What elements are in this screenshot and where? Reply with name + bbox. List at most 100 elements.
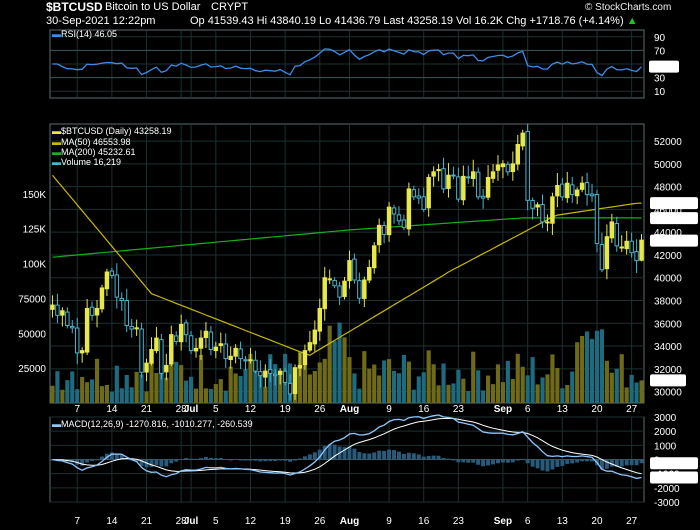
- candle-body: [144, 362, 149, 373]
- volume-bar: [525, 375, 530, 403]
- candle-body: [342, 280, 347, 297]
- candle-body: [431, 171, 436, 177]
- candle-body: [134, 327, 139, 330]
- candle-body: [228, 355, 233, 361]
- macd-histogram-bar: [555, 459, 560, 467]
- volume-bar: [451, 383, 456, 403]
- candle-body: [411, 189, 417, 198]
- macd-histogram-bar: [471, 459, 476, 463]
- macd-histogram-bar: [154, 459, 159, 466]
- macd-histogram-bar: [184, 458, 189, 460]
- volume-bar: [75, 389, 80, 403]
- macd-histogram-bar: [396, 451, 401, 460]
- volume-bar: [55, 371, 60, 403]
- candle-body: [268, 369, 273, 374]
- candle-body: [560, 183, 565, 198]
- candle-body: [525, 130, 530, 201]
- candle-body: [406, 188, 412, 230]
- change-up-icon: ▲: [626, 15, 638, 27]
- volume-bar: [520, 366, 525, 403]
- candle-body: [218, 343, 224, 347]
- candle-body: [84, 307, 90, 353]
- x-tick-label-bottom: 5: [213, 516, 219, 527]
- macd-histogram-bar: [114, 453, 119, 460]
- volume-bar: [114, 365, 119, 403]
- volume-bar: [312, 371, 317, 403]
- volume-bar: [476, 370, 481, 403]
- volume-bar: [154, 372, 159, 403]
- macd-histogram-bar: [401, 453, 406, 460]
- macd-histogram-bar: [243, 459, 248, 461]
- candle-body: [223, 343, 228, 360]
- candle-body: [99, 287, 105, 310]
- x-tick-label-top: 20: [591, 404, 603, 415]
- candle-body: [139, 328, 144, 373]
- macd-histogram-bar: [248, 459, 253, 461]
- macd-last-tag: [650, 471, 698, 484]
- macd-histogram-bar: [218, 457, 223, 460]
- macd-hist-last-label: -260.539: [652, 459, 692, 470]
- volume-bar: [436, 385, 441, 403]
- volume-bar: [322, 358, 327, 403]
- macd-histogram-bar: [456, 459, 461, 463]
- macd-histogram-bar: [525, 459, 530, 464]
- volume-bar: [500, 382, 506, 403]
- x-tick-label-top: Sep: [494, 404, 512, 415]
- volume-bar: [609, 372, 614, 403]
- watermark[interactable]: © StockCharts.com: [585, 2, 672, 13]
- candle-body: [614, 223, 620, 247]
- macd-histogram-bar: [560, 459, 565, 466]
- price-y-tick-label: 38000: [654, 297, 682, 308]
- macd-histogram-bar: [95, 459, 100, 461]
- volume-bar: [589, 338, 595, 403]
- macd-histogram-bar: [208, 457, 213, 460]
- volume-bar: [515, 353, 520, 403]
- volume-bar: [634, 382, 639, 403]
- candle-body: [594, 193, 600, 245]
- candle-body: [178, 323, 184, 343]
- price-y-tick-label: 34000: [654, 342, 682, 353]
- candle-body: [540, 204, 545, 223]
- price-y-tick-label: 42000: [654, 251, 682, 262]
- price-last-label: 43258.19: [652, 237, 694, 248]
- candle-body: [480, 195, 486, 199]
- macd-histogram-bar: [297, 458, 302, 460]
- volume-bar: [485, 375, 491, 403]
- volume-bar: [639, 380, 644, 403]
- volume-bar: [540, 377, 545, 403]
- volume-bar: [60, 389, 65, 403]
- volume-bar: [198, 354, 204, 403]
- volume-bar: [144, 391, 149, 403]
- candle-body: [589, 193, 595, 197]
- candle-body: [401, 219, 407, 229]
- volume-bar: [99, 386, 105, 403]
- x-tick-label-top: 12: [245, 404, 257, 415]
- price-y-tick-label: 36000: [654, 319, 682, 330]
- candle-body: [371, 245, 377, 269]
- macd-histogram-bar: [505, 459, 510, 463]
- volume-y-tick-label: 50000: [18, 329, 46, 340]
- candle-body: [104, 271, 110, 290]
- volume-bar: [134, 371, 139, 403]
- macd-y-tick-label: 2000: [654, 427, 677, 438]
- macd-histogram-bar: [263, 459, 268, 462]
- volume-bar: [584, 331, 590, 403]
- x-tick-label-top: 23: [453, 404, 465, 415]
- macd-histogram-bar: [624, 459, 629, 466]
- candle-body: [253, 359, 258, 372]
- volume-bar: [164, 377, 169, 403]
- volume-bar: [570, 371, 575, 403]
- macd-histogram-bar: [372, 452, 377, 460]
- candle-body: [129, 325, 134, 330]
- macd-y-tick-label: 3000: [654, 413, 677, 424]
- x-tick-label-bottom: 28: [176, 516, 188, 527]
- macd-histogram-bar: [550, 459, 555, 470]
- macd-histogram-bar: [357, 452, 362, 460]
- volume-bar: [391, 370, 397, 403]
- macd-histogram-bar: [134, 459, 139, 462]
- macd-hist-last-tag: [650, 457, 698, 470]
- volume-bar: [535, 384, 540, 403]
- volume-bar: [560, 388, 565, 403]
- rsi-y-tick-label: 90: [654, 33, 666, 44]
